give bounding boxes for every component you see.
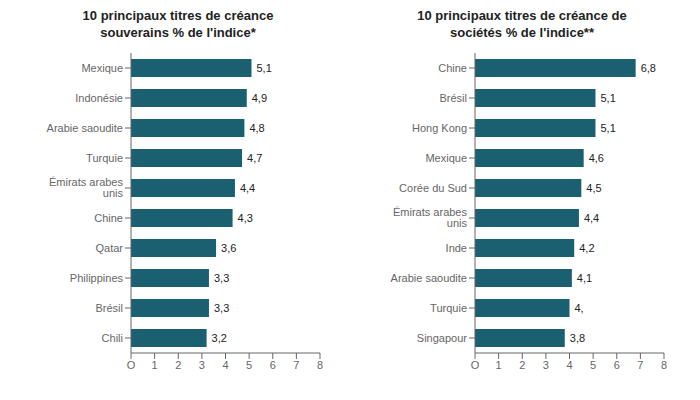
svg-text:Chine: Chine bbox=[94, 212, 123, 224]
svg-text:Chine: Chine bbox=[438, 62, 467, 74]
svg-text:Qatar: Qatar bbox=[95, 242, 123, 254]
svg-text:6,8: 6,8 bbox=[641, 62, 656, 74]
svg-text:3,2: 3,2 bbox=[212, 332, 227, 344]
svg-text:4,4: 4,4 bbox=[584, 212, 599, 224]
svg-text:5,1: 5,1 bbox=[600, 122, 615, 134]
svg-text:1: 1 bbox=[496, 359, 502, 371]
svg-text:7: 7 bbox=[637, 359, 643, 371]
svg-text:4,: 4, bbox=[575, 302, 584, 314]
svg-text:7: 7 bbox=[293, 359, 299, 371]
svg-text:3,3: 3,3 bbox=[214, 302, 229, 314]
svg-text:Mexique: Mexique bbox=[81, 62, 123, 74]
svg-text:3: 3 bbox=[543, 359, 549, 371]
svg-text:Mexique: Mexique bbox=[425, 152, 467, 164]
svg-text:Brésil: Brésil bbox=[95, 302, 123, 314]
svg-text:6: 6 bbox=[614, 359, 620, 371]
html-text:10 principaux titres de créanc: 10 principaux titres de créance de socié… bbox=[417, 8, 627, 40]
svg-text:5: 5 bbox=[246, 359, 252, 371]
svg-text:Turquie: Turquie bbox=[430, 302, 467, 314]
svg-text:4,6: 4,6 bbox=[589, 152, 604, 164]
svg-text:3,6: 3,6 bbox=[221, 242, 236, 254]
svg-text:4,4: 4,4 bbox=[240, 182, 255, 194]
svg-text:5,1: 5,1 bbox=[256, 62, 271, 74]
svg-text:3,8: 3,8 bbox=[570, 332, 585, 344]
svg-text:Émirats arabesunis: Émirats arabesunis bbox=[49, 176, 123, 199]
svg-text:4,3: 4,3 bbox=[238, 212, 253, 224]
svg-text:Hong Kong: Hong Kong bbox=[412, 122, 467, 134]
svg-text:O: O bbox=[471, 359, 480, 371]
svg-text:8: 8 bbox=[317, 359, 323, 371]
svg-text:4: 4 bbox=[222, 359, 228, 371]
svg-text:Chili: Chili bbox=[102, 332, 123, 344]
svg-text:4: 4 bbox=[566, 359, 572, 371]
svg-text:4,1: 4,1 bbox=[577, 272, 592, 284]
svg-text:4,9: 4,9 bbox=[252, 92, 267, 104]
svg-text:Singapour: Singapour bbox=[417, 332, 467, 344]
svg-text:2: 2 bbox=[175, 359, 181, 371]
svg-text:Turquie: Turquie bbox=[86, 152, 123, 164]
svg-text:Inde: Inde bbox=[446, 242, 467, 254]
svg-text:6: 6 bbox=[270, 359, 276, 371]
svg-text:4,5: 4,5 bbox=[586, 182, 601, 194]
svg-text:8: 8 bbox=[661, 359, 667, 371]
html-text:10 principaux titres de créanc: 10 principaux titres de créance souverai… bbox=[82, 8, 274, 40]
svg-text:2: 2 bbox=[519, 359, 525, 371]
svg-text:4,8: 4,8 bbox=[249, 122, 264, 134]
svg-text:5: 5 bbox=[590, 359, 596, 371]
svg-text:Brésil: Brésil bbox=[439, 92, 467, 104]
svg-text:3,3: 3,3 bbox=[214, 272, 229, 284]
svg-text:Philippines: Philippines bbox=[70, 272, 124, 284]
svg-text:4,2: 4,2 bbox=[579, 242, 594, 254]
svg-text:O: O bbox=[127, 359, 136, 371]
svg-text:Émirats arabesunis: Émirats arabesunis bbox=[393, 206, 467, 229]
svg-text:1: 1 bbox=[152, 359, 158, 371]
svg-text:5,1: 5,1 bbox=[600, 92, 615, 104]
svg-text:Arabie saoudite: Arabie saoudite bbox=[47, 122, 123, 134]
svg-text:Arabie saoudite: Arabie saoudite bbox=[391, 272, 467, 284]
svg-text:3: 3 bbox=[199, 359, 205, 371]
svg-text:4,7: 4,7 bbox=[247, 152, 262, 164]
svg-text:Indonésie: Indonésie bbox=[75, 92, 123, 104]
svg-text:Corée du Sud: Corée du Sud bbox=[399, 182, 467, 194]
